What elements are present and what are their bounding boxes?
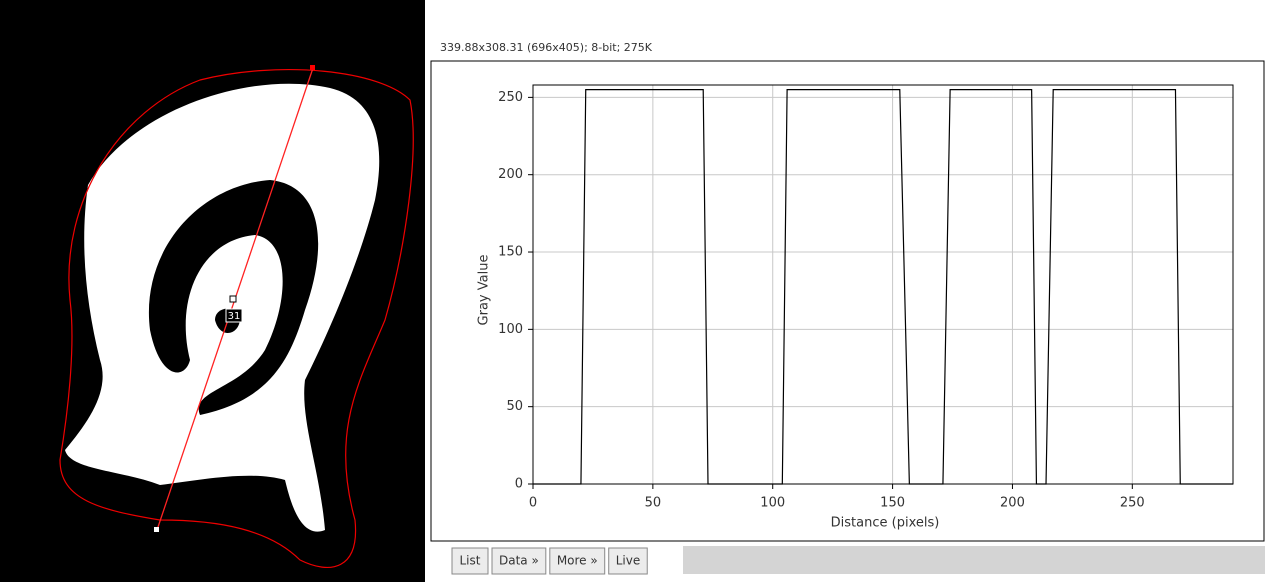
y-axis-label: Gray Value: [477, 255, 492, 326]
y-tick-label: 150: [498, 245, 523, 260]
roi-handle: [154, 527, 159, 532]
x-axis-label: Distance (pixels): [831, 516, 940, 531]
x-tick-label: 50: [645, 496, 662, 511]
x-tick-label: 0: [529, 496, 537, 511]
roi-handle: [230, 296, 236, 302]
y-tick-label: 50: [506, 399, 523, 414]
x-tick-label: 150: [880, 496, 905, 511]
image-panel: 31: [0, 0, 425, 582]
y-tick-label: 250: [498, 90, 523, 105]
button-label[interactable]: More »: [557, 554, 598, 568]
y-tick-label: 100: [498, 322, 523, 337]
button-label[interactable]: Live: [616, 554, 641, 568]
x-tick-label: 250: [1120, 496, 1145, 511]
image-info: 339.88x308.31 (696x405); 8-bit; 275K: [440, 41, 653, 54]
button-row: List Data » More » Live: [452, 548, 647, 574]
status-bar: [683, 546, 1265, 574]
y-tick-label: 0: [515, 477, 523, 492]
roi-handle: [310, 65, 315, 70]
page: 31 339.88x308.31 (696x405); 8-bit; 275K …: [0, 0, 1265, 582]
x-tick-label: 200: [1000, 496, 1025, 511]
x-tick-label: 100: [760, 496, 785, 511]
roi-label: 31: [228, 311, 241, 322]
button-label[interactable]: List: [460, 554, 481, 568]
button-label[interactable]: Data »: [499, 554, 539, 568]
plot-area: [533, 85, 1233, 484]
y-tick-label: 200: [498, 167, 523, 182]
screen: 31 339.88x308.31 (696x405); 8-bit; 275K …: [0, 0, 1265, 582]
